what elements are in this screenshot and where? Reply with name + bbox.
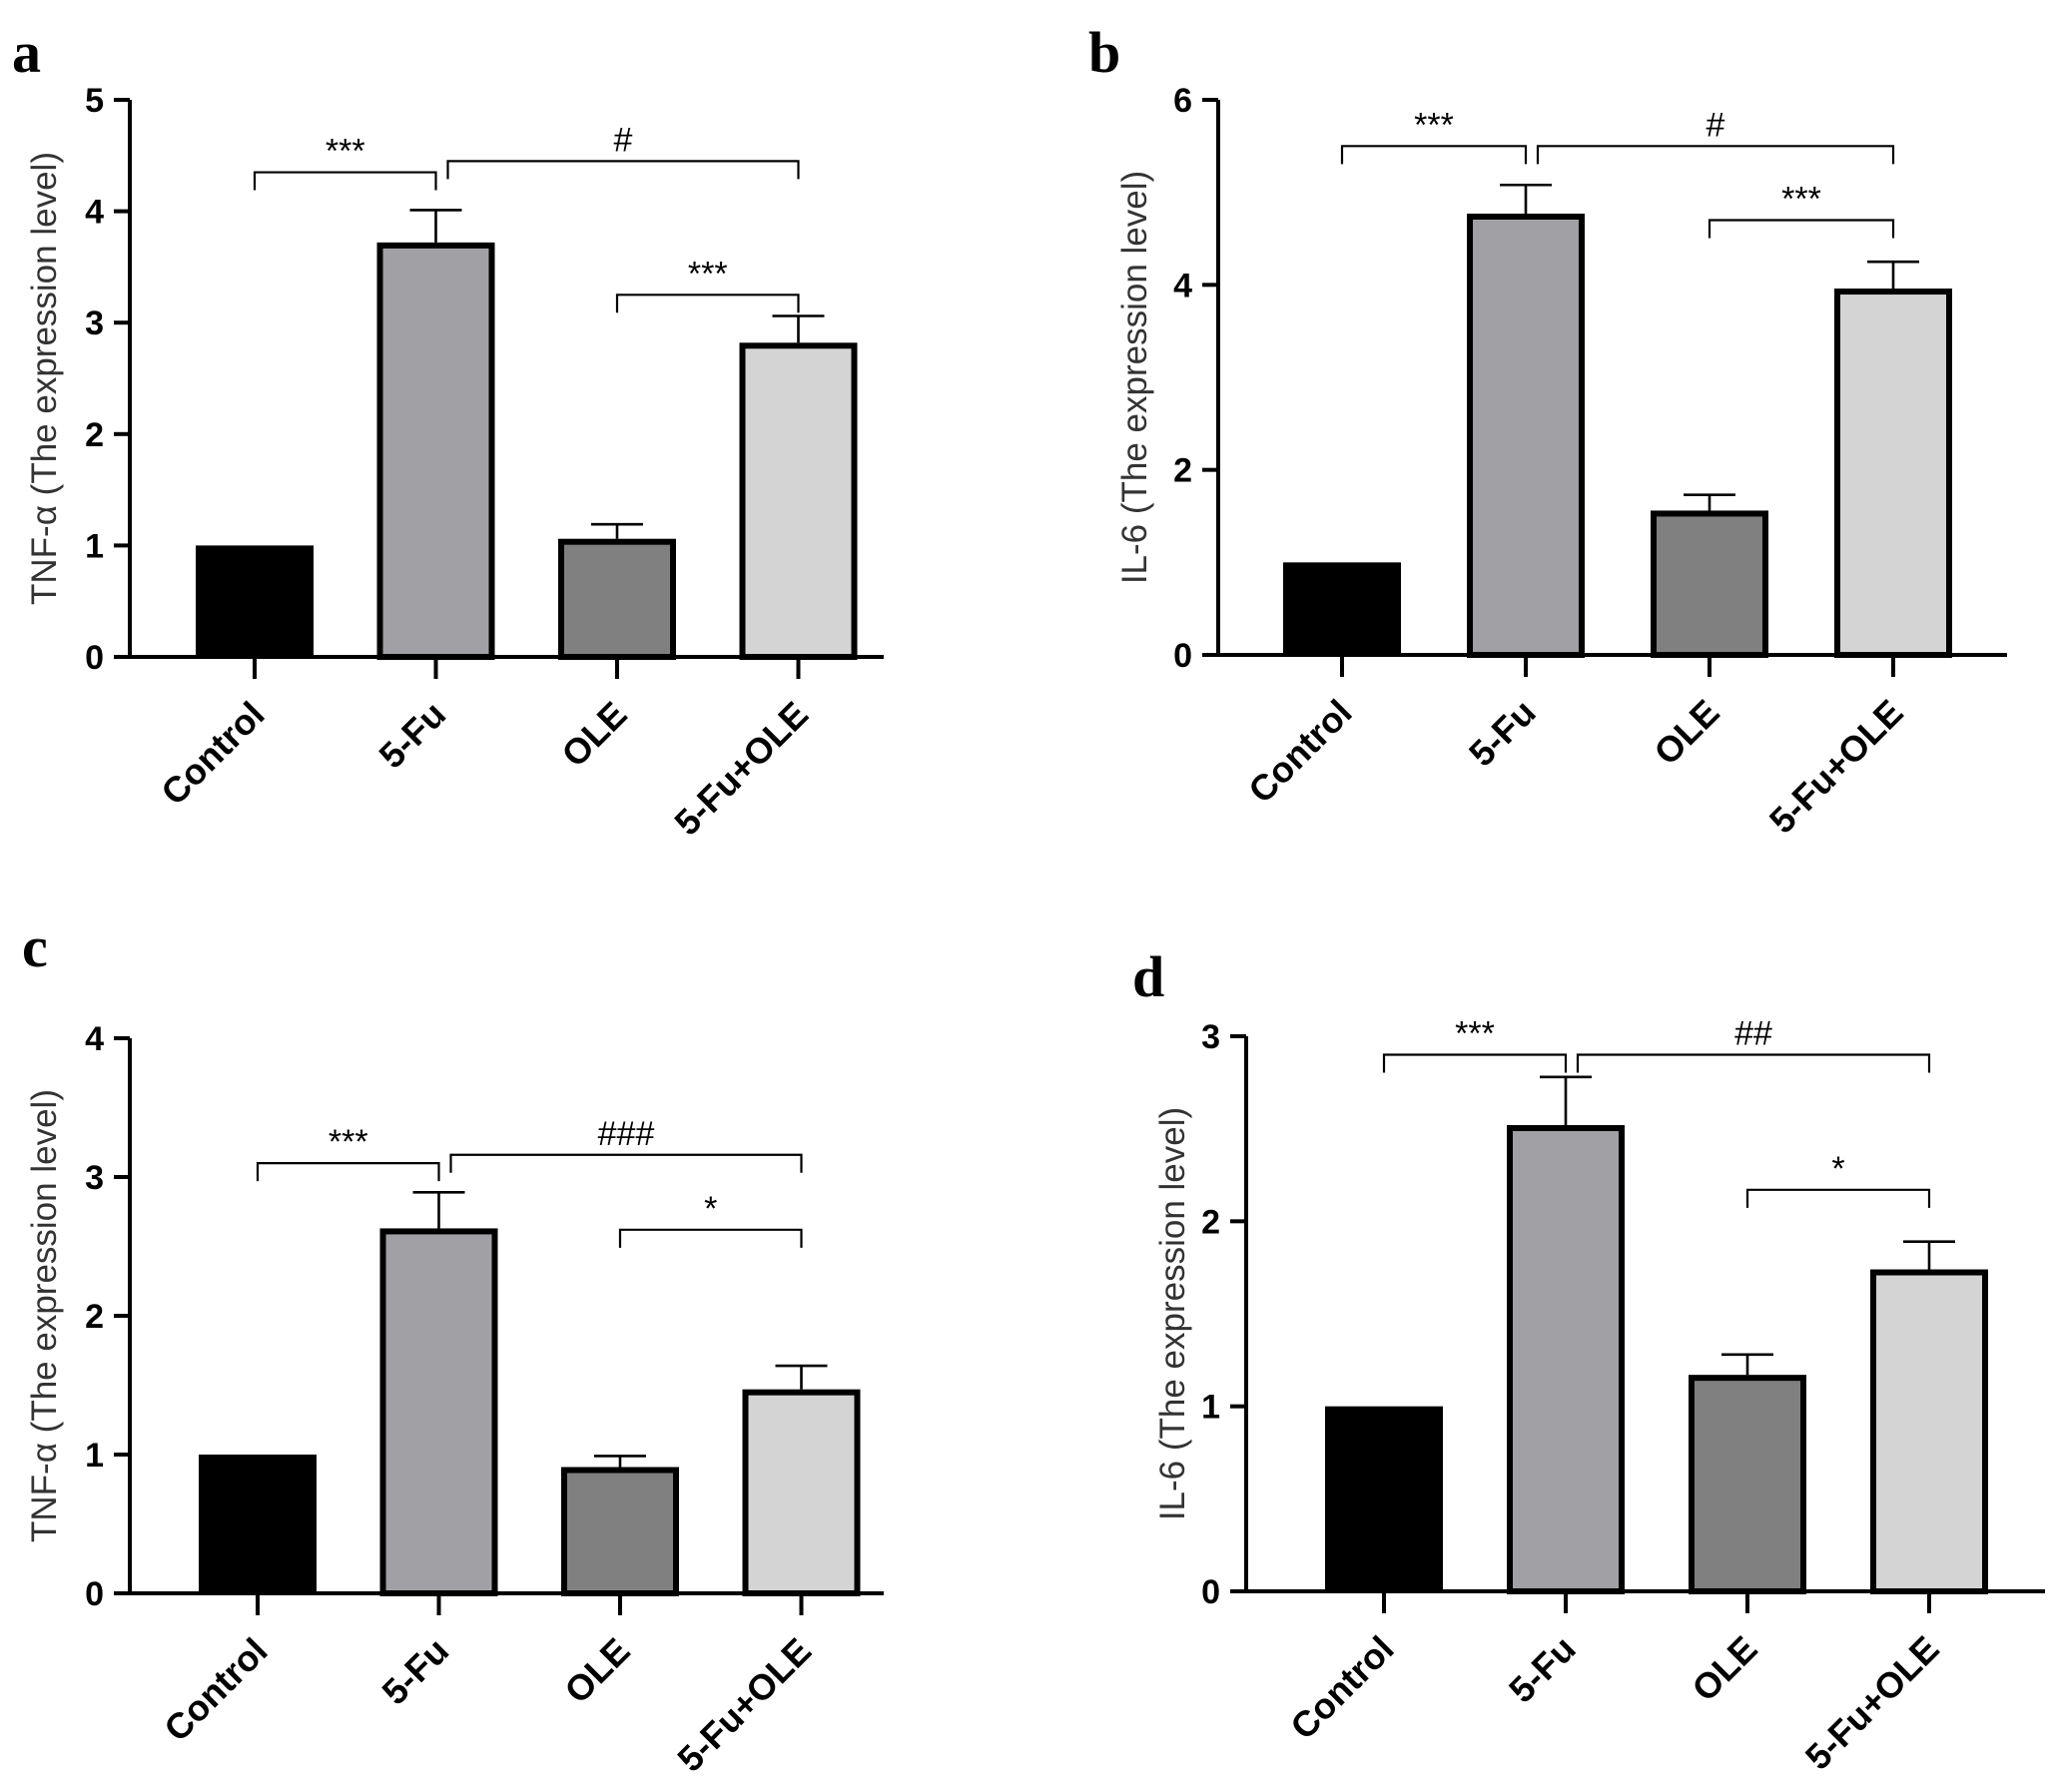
panel-letter: b	[1088, 20, 1120, 85]
significance-bracket	[256, 1162, 440, 1182]
y-tick-label: 2	[1201, 1203, 1220, 1241]
y-tick-label: 2	[85, 416, 104, 454]
y-tick-label: 1	[1201, 1389, 1220, 1427]
significance-label: ***	[1414, 106, 1454, 144]
significance-bracket	[1745, 1188, 1931, 1208]
y-tick-label: 3	[85, 304, 104, 342]
significance-label: *	[1831, 1150, 1844, 1188]
significance-bracket	[1708, 219, 1895, 239]
x-tick-label: Control	[1282, 1628, 1401, 1747]
x-tick-label: 5-Fu	[1461, 692, 1544, 775]
bar-ole	[1651, 510, 1768, 658]
x-tick-label: 5-Fu+OLE	[666, 694, 816, 844]
significance-bracket	[1382, 1053, 1568, 1073]
significance-label: *	[704, 1190, 717, 1228]
significance-label: #	[614, 121, 633, 159]
panel-letter: a	[12, 20, 41, 85]
panel-letter: d	[1132, 944, 1164, 1009]
y-axis-title: TNF-α (The expression level)	[25, 1089, 64, 1542]
significance-label: ##	[1734, 1015, 1772, 1053]
y-tick-label: 1	[85, 1437, 104, 1475]
significance-label: ###	[598, 1115, 655, 1153]
bar-control	[196, 545, 314, 657]
bar-5-fu	[379, 1228, 498, 1597]
x-tick-label: OLE	[1684, 1628, 1764, 1709]
y-axis-title: TNF-α (The expression level)	[25, 152, 64, 605]
significance-label: #	[1707, 106, 1725, 144]
significance-bracket	[1340, 145, 1528, 165]
significance-label: ***	[329, 1123, 368, 1161]
bar-ole	[1689, 1375, 1806, 1595]
x-tick-label: OLE	[1646, 692, 1726, 773]
y-tick-label: 1	[85, 527, 104, 565]
panel-d: d IL-6 (The expression level) 0 1 2 3 Control 5…	[1132, 944, 2045, 1778]
bar-control	[199, 1455, 317, 1593]
bar-control	[1325, 1406, 1443, 1591]
y-tick-label: 4	[1173, 267, 1192, 304]
significance-bracket	[618, 1228, 803, 1248]
x-tick-label: 5-Fu+OLE	[1761, 692, 1911, 842]
y-tick-label: 4	[85, 1020, 104, 1058]
bar-5-fu-ole	[1870, 1269, 1988, 1595]
bar-ole	[561, 1467, 679, 1597]
significance-bracket	[446, 160, 800, 180]
significance-label: ***	[326, 133, 365, 171]
significance-label: ***	[1781, 180, 1821, 218]
y-tick-label: 3	[1201, 1018, 1220, 1056]
bar-5-fu-ole	[739, 342, 858, 660]
bar-5-fu	[1467, 213, 1585, 658]
x-tick-label: 5-Fu+OLE	[669, 1630, 819, 1780]
y-tick-label: 6	[1173, 82, 1192, 120]
x-tick-label: 5-Fu	[1501, 1628, 1584, 1711]
significance-label: ***	[688, 255, 728, 293]
y-tick-label: 0	[85, 1575, 104, 1613]
y-tick-label: 0	[85, 639, 104, 677]
panel-c: c TNF-α (The expression level) 0 1 2 3 4 Contro…	[22, 914, 884, 1780]
significance-bracket	[615, 294, 800, 313]
x-tick-label: 5-Fu+OLE	[1797, 1628, 1947, 1778]
significance-bracket	[253, 171, 437, 191]
significance-bracket	[449, 1153, 803, 1173]
y-axis-title: IL-6 (The expression level)	[1115, 171, 1154, 584]
x-tick-label: OLE	[556, 1630, 637, 1711]
bar-5-fu	[376, 242, 495, 661]
x-tick-label: Control	[153, 694, 272, 813]
y-tick-label: 4	[85, 194, 104, 232]
bar-5-fu-ole	[742, 1389, 861, 1597]
y-tick-label: 3	[85, 1159, 104, 1197]
significance-label: ***	[1455, 1015, 1495, 1053]
x-tick-label: Control	[1240, 692, 1359, 811]
panel-b: b IL-6 (The expression level) 0 2 4 6 Control 5…	[1088, 20, 2007, 842]
panel-letter: c	[22, 914, 48, 979]
x-tick-label: Control	[156, 1630, 275, 1749]
x-tick-label: OLE	[553, 694, 634, 775]
x-tick-label: 5-Fu	[370, 694, 453, 777]
significance-bracket	[1536, 145, 1895, 165]
significance-bracket	[1576, 1053, 1931, 1073]
panel-a: a TNF-α (The expression level) 0 1 2 3 4 5 Contr…	[12, 20, 884, 844]
bar-5-fu	[1507, 1124, 1625, 1594]
y-tick-label: 0	[1173, 637, 1192, 675]
x-tick-label: 5-Fu	[373, 1630, 456, 1713]
bar-control	[1283, 562, 1401, 655]
y-tick-label: 2	[85, 1298, 104, 1336]
bar-5-fu-ole	[1834, 289, 1952, 658]
y-axis-title: IL-6 (The expression level)	[1153, 1107, 1192, 1520]
y-tick-label: 5	[85, 82, 104, 120]
y-tick-label: 2	[1173, 452, 1192, 490]
bar-ole	[558, 538, 676, 660]
y-tick-label: 0	[1201, 1573, 1220, 1611]
